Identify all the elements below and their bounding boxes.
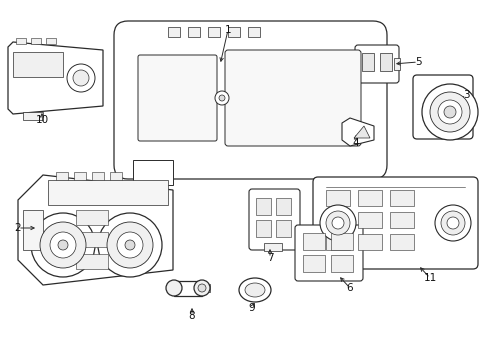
Bar bbox=[326, 234, 350, 250]
Circle shape bbox=[430, 92, 470, 132]
Bar bbox=[256, 198, 271, 215]
Circle shape bbox=[198, 284, 206, 292]
Text: 3: 3 bbox=[463, 90, 469, 100]
Text: 2: 2 bbox=[15, 223, 21, 233]
Circle shape bbox=[117, 232, 143, 258]
Bar bbox=[202, 284, 210, 292]
Text: 9: 9 bbox=[249, 303, 255, 313]
Polygon shape bbox=[342, 118, 374, 146]
Ellipse shape bbox=[239, 278, 271, 302]
Circle shape bbox=[326, 211, 350, 235]
Bar bbox=[13, 52, 63, 77]
Circle shape bbox=[444, 106, 456, 118]
Bar bbox=[168, 27, 180, 37]
Circle shape bbox=[219, 95, 225, 101]
Bar bbox=[394, 58, 400, 70]
Bar bbox=[92, 172, 104, 180]
Circle shape bbox=[73, 70, 89, 86]
Circle shape bbox=[215, 91, 229, 105]
Text: 5: 5 bbox=[415, 57, 421, 67]
Circle shape bbox=[435, 205, 471, 241]
Bar bbox=[48, 180, 168, 205]
Bar bbox=[110, 172, 122, 180]
Text: 4: 4 bbox=[353, 138, 359, 148]
FancyBboxPatch shape bbox=[295, 225, 363, 281]
Polygon shape bbox=[354, 126, 370, 138]
Bar bbox=[23, 112, 43, 120]
Bar bbox=[276, 220, 291, 237]
Bar bbox=[31, 38, 41, 44]
Ellipse shape bbox=[166, 280, 182, 296]
Text: 10: 10 bbox=[35, 115, 49, 125]
Text: 7: 7 bbox=[267, 253, 273, 263]
Text: 8: 8 bbox=[189, 311, 196, 321]
Bar bbox=[76, 254, 108, 269]
Bar bbox=[74, 172, 86, 180]
Bar bbox=[256, 220, 271, 237]
Ellipse shape bbox=[245, 283, 265, 297]
Circle shape bbox=[332, 217, 344, 229]
Bar bbox=[56, 172, 68, 180]
FancyBboxPatch shape bbox=[355, 45, 399, 83]
Bar bbox=[46, 38, 56, 44]
Bar bbox=[358, 190, 382, 206]
Circle shape bbox=[107, 222, 153, 268]
Bar bbox=[390, 234, 414, 250]
Circle shape bbox=[422, 84, 478, 140]
Bar bbox=[264, 243, 282, 251]
Bar bbox=[174, 281, 202, 296]
FancyBboxPatch shape bbox=[313, 177, 478, 269]
Circle shape bbox=[438, 100, 462, 124]
Bar bbox=[380, 53, 392, 71]
Bar bbox=[76, 232, 108, 247]
Bar bbox=[76, 210, 108, 225]
Circle shape bbox=[441, 211, 465, 235]
FancyBboxPatch shape bbox=[114, 21, 387, 179]
Bar bbox=[188, 27, 200, 37]
FancyBboxPatch shape bbox=[225, 50, 361, 146]
Circle shape bbox=[125, 240, 135, 250]
Ellipse shape bbox=[194, 280, 210, 296]
Bar bbox=[23, 210, 43, 250]
Bar bbox=[248, 27, 260, 37]
Bar bbox=[303, 233, 325, 250]
Text: 6: 6 bbox=[347, 283, 353, 293]
FancyBboxPatch shape bbox=[249, 189, 300, 250]
Circle shape bbox=[67, 64, 95, 92]
Bar bbox=[331, 233, 353, 250]
Bar bbox=[228, 27, 240, 37]
Polygon shape bbox=[8, 42, 103, 114]
Polygon shape bbox=[133, 160, 173, 185]
Bar bbox=[303, 255, 325, 272]
Text: 11: 11 bbox=[423, 273, 437, 283]
Bar bbox=[16, 38, 26, 44]
Bar bbox=[326, 212, 350, 228]
Circle shape bbox=[31, 213, 95, 277]
Bar bbox=[390, 212, 414, 228]
Circle shape bbox=[98, 213, 162, 277]
Circle shape bbox=[50, 232, 76, 258]
Circle shape bbox=[58, 240, 68, 250]
Circle shape bbox=[320, 205, 356, 241]
Bar bbox=[331, 255, 353, 272]
FancyBboxPatch shape bbox=[138, 55, 217, 141]
Circle shape bbox=[447, 217, 459, 229]
Bar bbox=[208, 27, 220, 37]
FancyBboxPatch shape bbox=[413, 75, 473, 139]
Text: 1: 1 bbox=[225, 25, 231, 35]
Bar bbox=[326, 190, 350, 206]
Bar bbox=[358, 212, 382, 228]
Polygon shape bbox=[18, 175, 173, 285]
Bar bbox=[362, 53, 374, 71]
Bar bbox=[358, 234, 382, 250]
Bar bbox=[276, 198, 291, 215]
Bar bbox=[390, 190, 414, 206]
Circle shape bbox=[40, 222, 86, 268]
